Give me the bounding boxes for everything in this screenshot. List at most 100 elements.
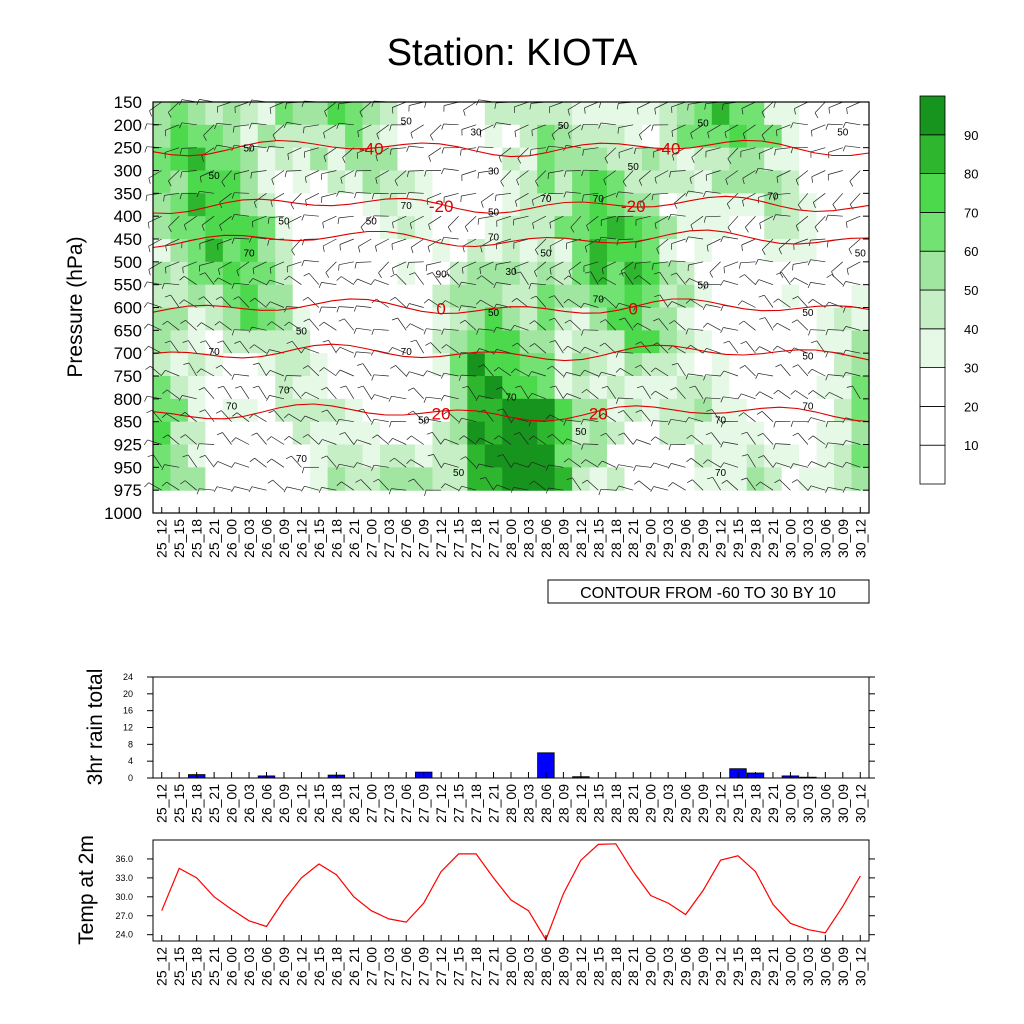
wind-barb <box>674 320 686 331</box>
rh-cell <box>676 102 695 126</box>
rh-cell <box>519 261 538 286</box>
rh-cell <box>519 284 538 309</box>
wind-barb <box>548 170 564 174</box>
rh-cell <box>362 376 381 400</box>
wind-barb-flag <box>219 202 223 209</box>
wind-barb-flag <box>143 281 148 288</box>
wind-barb-flag <box>388 438 393 444</box>
rh-cell <box>170 170 189 194</box>
rh-cell <box>222 398 241 423</box>
wind-barb-flag <box>359 111 363 118</box>
wind-barb <box>321 170 337 175</box>
wind-barb-flag <box>685 373 689 380</box>
wind-barb-flag <box>301 260 305 267</box>
rh-cell <box>484 353 503 377</box>
wind-barb-flag <box>598 102 602 108</box>
wind-barb-flag <box>232 412 238 417</box>
wind-barb <box>464 319 477 331</box>
wind-barb <box>339 369 354 377</box>
rh-cell <box>467 261 486 286</box>
wind-barb-flag <box>546 276 552 281</box>
wind-barb-flag <box>250 172 252 179</box>
rh-cell <box>222 102 241 126</box>
wind-barb <box>758 258 774 263</box>
rh-cell <box>764 102 783 126</box>
wind-barb-flag <box>200 176 202 183</box>
wind-barb <box>688 190 704 194</box>
rh-cell <box>345 353 364 377</box>
temp-y-tick-label: 36.0 <box>115 854 133 864</box>
time-tick-label: 26_21 <box>346 519 362 558</box>
wind-barb <box>726 193 739 204</box>
wind-barb <box>483 364 494 377</box>
colorbar-swatch <box>919 405 946 446</box>
wind-barb-flag <box>650 390 656 396</box>
colorbar-swatch <box>919 95 946 136</box>
rh-cell <box>275 398 294 423</box>
wind-barb-flag <box>706 245 709 252</box>
wind-barb <box>796 479 809 491</box>
temp-time-axis: 25_12 25_15 25_18 25_21 26_00 26_03 26_06 26_09… <box>154 935 868 986</box>
wind-barb-flag <box>161 481 167 487</box>
wind-barb-flag <box>620 270 624 277</box>
time-tick-label: 28_12 <box>573 947 589 986</box>
rh-cell <box>380 467 399 491</box>
wind-barb <box>444 438 459 445</box>
wind-barb <box>653 192 669 195</box>
wind-barb-flag <box>653 318 659 322</box>
wind-barb <box>849 193 861 205</box>
rh-cell <box>589 239 608 263</box>
wind-barb-flag <box>790 390 796 395</box>
rh-contour-label: 50 <box>453 468 465 479</box>
rh-cell <box>711 147 730 172</box>
wind-barb-flag <box>340 177 343 184</box>
wind-barb-flag <box>284 275 290 281</box>
rh-cell <box>624 307 643 331</box>
wind-barb-flag <box>442 411 448 416</box>
wind-barb-flag <box>826 241 829 248</box>
rh-cell <box>345 330 364 354</box>
wind-barb-flag <box>217 244 219 251</box>
wind-barb <box>795 390 809 400</box>
wind-barb-flag <box>167 112 172 118</box>
rh-cell <box>694 444 713 468</box>
wind-barb-flag <box>388 347 393 353</box>
time-tick-label: 29_18 <box>747 784 763 823</box>
wind-barb <box>743 320 756 331</box>
wind-barb-flag <box>580 459 586 464</box>
wind-barb <box>410 215 424 224</box>
temp-line <box>161 843 861 942</box>
rh-cell <box>380 102 399 126</box>
wind-barb-flag <box>849 204 854 210</box>
wind-barb <box>444 462 459 468</box>
wind-barb-flag <box>650 367 656 373</box>
rh-cell <box>467 147 486 172</box>
wind-barb-flag <box>599 342 605 347</box>
rh-cell <box>781 193 800 217</box>
wind-barb-flag <box>616 216 619 223</box>
rh-cell <box>589 284 608 309</box>
rh-cell <box>694 147 713 172</box>
wind-barb-flag <box>755 391 760 397</box>
wind-barb <box>395 273 407 285</box>
wind-barb <box>551 124 564 135</box>
wind-barb-flag <box>510 487 515 493</box>
wind-barb-flag <box>549 222 552 229</box>
rh-cell <box>851 124 870 149</box>
rh-cell <box>572 170 591 194</box>
rh-cell <box>502 421 521 446</box>
wind-barb-flag <box>564 319 571 324</box>
time-tick-label: 25_18 <box>189 519 205 558</box>
wind-barb <box>200 368 215 377</box>
wind-barb <box>446 261 459 272</box>
wind-barb <box>759 215 774 224</box>
wind-barb <box>810 238 826 241</box>
rh-cell <box>641 284 661 309</box>
wind-barb-flag <box>707 132 710 139</box>
rh-cell <box>222 147 241 172</box>
rh-cell <box>641 307 661 331</box>
wind-barb-flag <box>441 344 447 349</box>
wind-barb-flag <box>568 270 572 277</box>
wind-barb <box>723 261 739 268</box>
colorbar-label: 90 <box>964 128 978 143</box>
